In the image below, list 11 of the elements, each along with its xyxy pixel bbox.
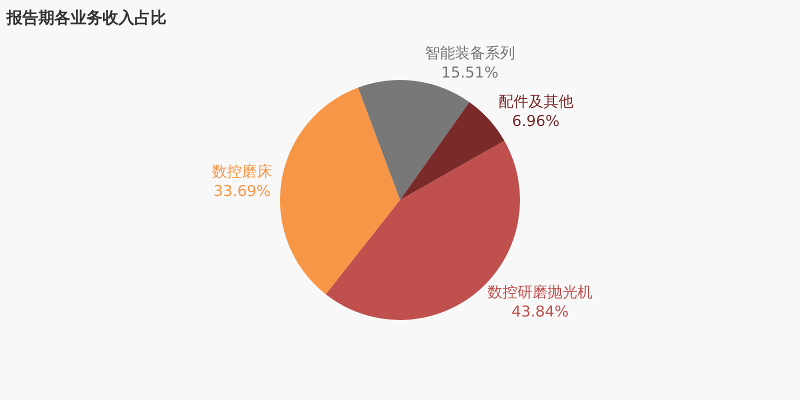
chart-title: 报告期各业务收入占比: [5, 8, 166, 28]
slice-label: 配件及其他: [498, 92, 574, 110]
slice-label: 数控磨床: [212, 162, 272, 180]
data-label: 6.96%: [512, 112, 560, 130]
pie-slice: [358, 80, 470, 200]
slice-label: 智能装备系列: [424, 44, 515, 62]
slice-label: 数控研磨抛光机: [488, 283, 593, 302]
data-label: 15.51%: [441, 63, 498, 82]
data-label: 33.69%: [213, 182, 271, 200]
pie-slice: [280, 88, 400, 294]
data-label: 43.84%: [512, 302, 569, 321]
